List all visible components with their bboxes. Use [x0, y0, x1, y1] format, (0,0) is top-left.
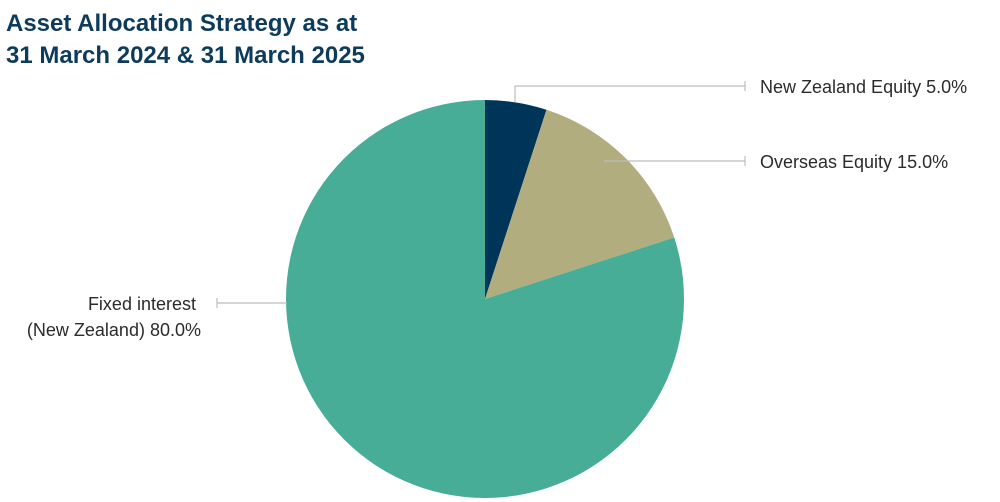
pie-slice-overseas-equity	[485, 109, 675, 300]
chart-title-line-2: 31 March 2024 & 31 March 2025	[6, 42, 365, 69]
chart-title: Asset Allocation Strategy as at 31 March…	[6, 8, 365, 72]
leader-line-new-zealand-equity	[514, 85, 745, 102]
slice-label-fixed-interest: Fixed interest (New Zealand) 80.0%	[27, 294, 201, 340]
slice-label-new-zealand-equity: New Zealand Equity 5.0%	[760, 77, 967, 97]
slice-label-fixed-interest-line-1: Fixed interest	[88, 294, 196, 314]
chart-title-line-1: Asset Allocation Strategy as at	[6, 10, 358, 37]
slice-label-fixed-interest-line-2: (New Zealand) 80.0%	[27, 320, 201, 340]
pie-slice-new-zealand-equity	[485, 100, 547, 299]
pie-slice-fixed-interest-new-zealand	[285, 100, 684, 499]
pie-slices	[285, 100, 684, 499]
slice-label-overseas-equity: Overseas Equity 15.0%	[760, 152, 948, 172]
